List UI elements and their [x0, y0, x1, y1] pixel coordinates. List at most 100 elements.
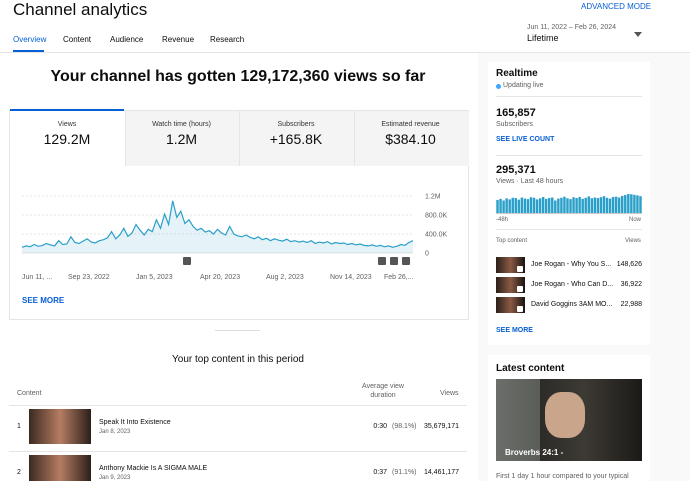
live-dot	[496, 84, 501, 89]
duration: 0:30	[373, 423, 387, 430]
short-badge	[517, 286, 523, 292]
top-content-title: Your top content in this period	[172, 354, 304, 365]
bar	[621, 195, 624, 214]
rank: 1	[17, 423, 21, 430]
x-tick-label: Aug 2, 2023	[266, 274, 304, 281]
short-badge	[517, 306, 523, 312]
bar	[514, 198, 517, 214]
tab-underline	[13, 50, 44, 52]
x-tick-label: Feb 26,...	[384, 274, 414, 281]
y-tick-label: 400.0K	[425, 232, 448, 239]
subscribers-label: Subscribers	[496, 121, 533, 128]
bar	[605, 197, 609, 214]
x-tick-label: Nov 14, 2023	[330, 274, 372, 281]
tab[interactable]: Audience	[110, 35, 144, 44]
bar	[627, 194, 630, 214]
latest-caption: First 1 day 1 hour compared to your typi…	[496, 473, 629, 480]
metric-box[interactable]	[124, 111, 240, 166]
bar	[572, 197, 575, 214]
bar	[596, 198, 600, 214]
bar	[520, 197, 524, 214]
short-badge	[517, 266, 523, 272]
duration: 0:37	[373, 469, 387, 476]
top-views: 22,988	[620, 301, 642, 308]
col-content: Content	[17, 390, 42, 397]
bar	[523, 198, 527, 214]
top-bar	[0, 0, 690, 53]
metric-box[interactable]	[239, 111, 354, 166]
event-marker	[378, 257, 386, 265]
bar	[563, 196, 566, 214]
bar	[511, 197, 514, 214]
bar	[587, 196, 590, 214]
dropdown-arrow[interactable]	[634, 32, 642, 37]
metric-label: Views	[57, 121, 77, 128]
live-status: Updating live	[503, 82, 544, 89]
realtime-title: Realtime	[496, 68, 538, 79]
duration-percent: (98.1%)	[392, 423, 417, 430]
divider	[496, 229, 642, 230]
bar	[526, 199, 530, 214]
top-label: Top content	[496, 238, 528, 244]
top-title[interactable]: David Goggins 3AM MO...	[531, 301, 613, 308]
bar	[581, 198, 584, 214]
tab[interactable]: Research	[210, 35, 245, 44]
latest-overlay: Broverbs 24:1 -	[505, 448, 564, 457]
thumbnail[interactable]	[29, 409, 91, 444]
top-views: 36,922	[620, 281, 642, 288]
top-title[interactable]: Joe Rogan - Who Can D...	[531, 281, 614, 288]
video-views: 35,679,171	[423, 423, 459, 430]
bar	[499, 198, 502, 214]
row-divider	[9, 451, 467, 452]
video-title[interactable]: Anthony Mackie Is A SIGMA MALE	[99, 465, 208, 472]
see-live-count[interactable]: SEE LIVE COUNT	[496, 136, 555, 143]
bar	[557, 198, 560, 214]
thumbnail[interactable]	[29, 455, 91, 481]
x-tick-label: Jun 11, ...	[22, 274, 52, 281]
realtime-see-more[interactable]: SEE MORE	[496, 327, 533, 334]
bar	[517, 199, 521, 214]
bar	[639, 196, 642, 214]
line	[21, 200, 414, 248]
bar	[548, 198, 551, 214]
bar	[614, 196, 618, 214]
metric-label: Watch time (hours)	[152, 121, 211, 128]
bar	[633, 194, 636, 214]
divider	[215, 330, 260, 331]
headline: Your channel has gotten 129,172,360 view…	[50, 68, 426, 85]
period[interactable]: Lifetime	[527, 33, 559, 43]
see-more[interactable]: SEE MORE	[22, 296, 65, 305]
bar	[575, 198, 578, 214]
realtime-bars	[496, 194, 642, 214]
views-chart: 0 400.0K 800.0K 1.2M Jun 11, ... Sep 23, 2022…	[21, 194, 448, 281]
metric-label: Subscribers	[277, 121, 315, 128]
tab[interactable]: Overview	[13, 35, 47, 44]
video-title[interactable]: Speak It Into Existence	[99, 419, 171, 426]
advanced-mode[interactable]: ADVANCED MODE	[581, 2, 652, 11]
metric-value: 129.2M	[43, 131, 91, 147]
bar	[554, 200, 557, 214]
latest-title: Latest content	[496, 363, 565, 374]
area	[22, 200, 413, 253]
x-tick-label: Apr 20, 2023	[200, 274, 240, 281]
y-tick-label: 0	[425, 251, 429, 258]
tab[interactable]: Content	[63, 35, 92, 44]
metric-box[interactable]	[10, 109, 124, 166]
views-count: 295,371	[496, 164, 536, 176]
bar	[590, 198, 594, 214]
x-tick-label: Sep 23, 2022	[68, 274, 110, 281]
y-tick-label: 1.2M	[425, 194, 441, 201]
bar	[624, 195, 627, 214]
col-duration: Average view duration	[362, 383, 404, 399]
metric-value: $384.10	[385, 131, 436, 147]
metric-value: +165.8K	[269, 131, 323, 147]
date-range: Jun 11, 2022 – Feb 26, 2024	[527, 24, 616, 31]
bar	[496, 199, 499, 214]
top-title[interactable]: Joe Rogan - Why You S...	[531, 261, 612, 268]
event-marker	[390, 257, 398, 265]
subscribers-count: 165,857	[496, 107, 536, 119]
bar	[535, 199, 539, 214]
metric-box[interactable]	[353, 111, 469, 166]
tab[interactable]: Revenue	[162, 35, 195, 44]
metric-value: 1.2M	[165, 131, 198, 147]
